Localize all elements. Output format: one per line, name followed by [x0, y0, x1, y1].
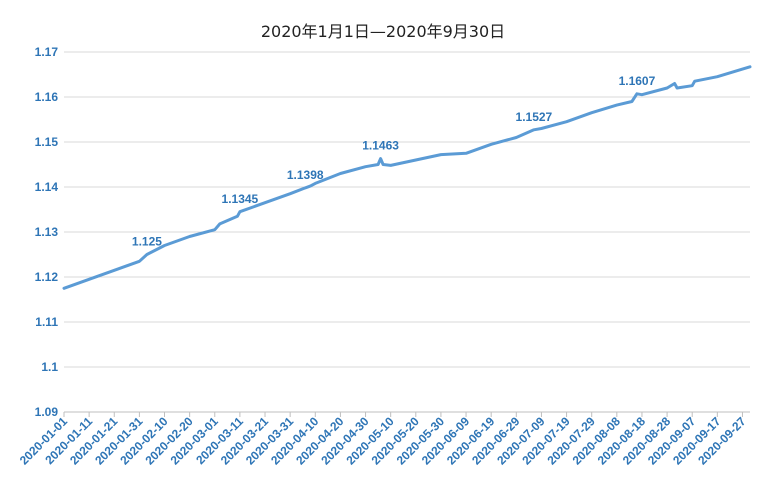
y-tick-label: 1.12 — [35, 270, 59, 284]
series-line — [62, 65, 752, 290]
y-tick-label: 1.13 — [35, 225, 59, 239]
data-label: 1.1398 — [287, 168, 324, 182]
y-tick-label: 1.17 — [35, 45, 59, 59]
data-label: 1.125 — [132, 235, 162, 249]
data-label: 1.1527 — [516, 110, 553, 124]
y-tick-label: 1.11 — [35, 315, 58, 329]
data-label: 1.1345 — [222, 192, 259, 206]
y-tick-label: 1.16 — [35, 90, 59, 104]
y-tick-label: 1.14 — [35, 180, 59, 194]
data-label: 1.1463 — [362, 139, 399, 153]
y-tick-label: 1.09 — [35, 405, 59, 419]
data-label: 1.1607 — [619, 74, 656, 88]
chart-title: 2020年1月1日—2020年9月30日 — [260, 22, 506, 41]
y-tick-label: 1.15 — [35, 135, 59, 149]
y-tick-label: 1.1 — [41, 360, 58, 374]
